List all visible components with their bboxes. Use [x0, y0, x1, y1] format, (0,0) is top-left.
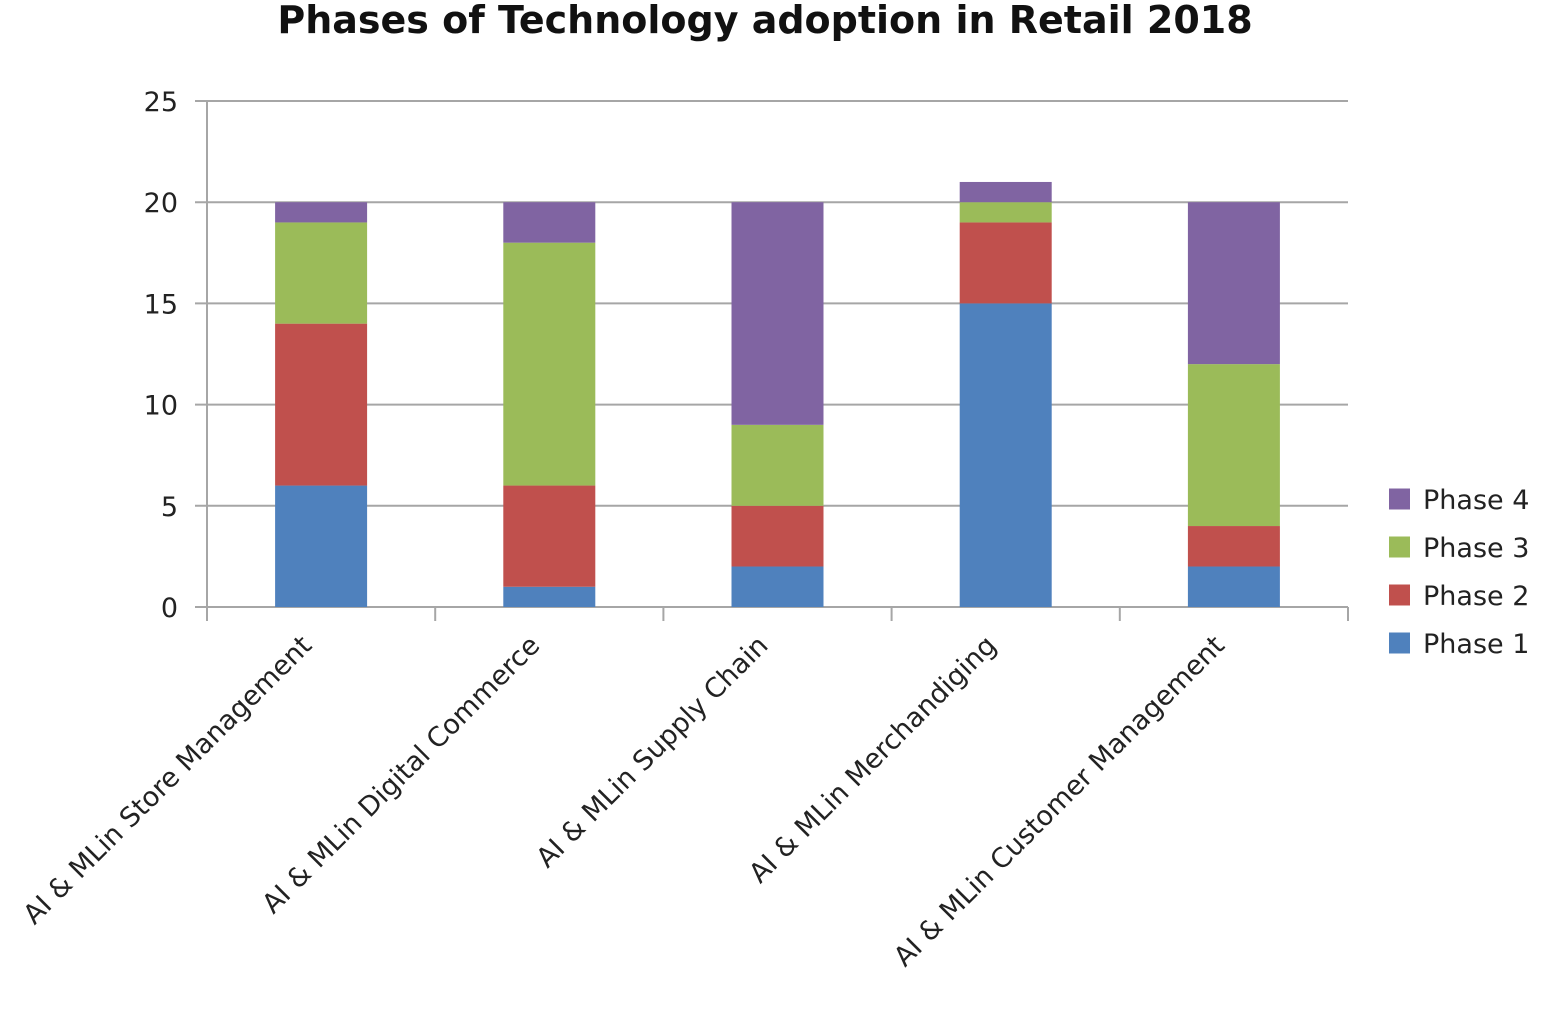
- x-category-label: AI & MLin Digital Commerce: [256, 630, 546, 920]
- bar-segment-phase-3: [275, 222, 368, 324]
- legend-label: Phase 4: [1423, 485, 1529, 516]
- y-tick-label: 10: [144, 391, 178, 422]
- y-tick-label: 25: [144, 87, 178, 118]
- legend-label: Phase 1: [1423, 629, 1529, 660]
- bar-segment-phase-3: [503, 242, 596, 486]
- bar-segment-phase-4: [731, 202, 824, 425]
- bar-segment-phase-3: [731, 424, 824, 506]
- bar-segment-phase-2: [959, 222, 1052, 304]
- legend-swatch: [1389, 584, 1410, 606]
- bar-segment-phase-4: [503, 202, 596, 243]
- legend-swatch: [1389, 536, 1410, 558]
- bar-segment-phase-1: [959, 303, 1052, 607]
- bar-segment-phase-2: [503, 485, 596, 587]
- bar-segment-phase-1: [1187, 566, 1280, 607]
- bars: [275, 181, 1280, 607]
- legend: Phase 4 Phase 3 Phase 2 Phase 1: [1389, 485, 1529, 660]
- y-axis-ticks: 0 5 10 15 20 25: [144, 87, 178, 624]
- bar-segment-phase-4: [275, 202, 368, 223]
- bar-segment-phase-1: [503, 586, 596, 607]
- y-tick-label: 5: [161, 492, 178, 523]
- legend-label: Phase 2: [1423, 581, 1529, 612]
- bar-segment-phase-3: [1187, 364, 1280, 527]
- bar-segment-phase-1: [275, 485, 368, 607]
- bar-segment-phase-4: [1187, 202, 1280, 365]
- bar-segment-phase-3: [959, 202, 1052, 223]
- legend-swatch: [1389, 632, 1410, 654]
- x-category-label: AI & MLin Merchandiging: [743, 630, 1002, 889]
- y-tick-label: 15: [144, 289, 178, 320]
- x-category-label: AI & MLin Supply Chain: [531, 630, 775, 874]
- chart-title: Phases of Technology adoption in Retail …: [277, 0, 1252, 42]
- legend-swatch: [1389, 488, 1410, 510]
- bar-segment-phase-2: [1187, 526, 1280, 567]
- y-tick-label: 0: [161, 593, 178, 624]
- bar-segment-phase-2: [275, 323, 368, 486]
- y-tick-label: 20: [144, 188, 178, 219]
- bar-segment-phase-2: [731, 505, 824, 567]
- bar-segment-phase-4: [959, 181, 1052, 203]
- legend-label: Phase 3: [1423, 533, 1529, 564]
- bar-segment-phase-1: [731, 566, 824, 607]
